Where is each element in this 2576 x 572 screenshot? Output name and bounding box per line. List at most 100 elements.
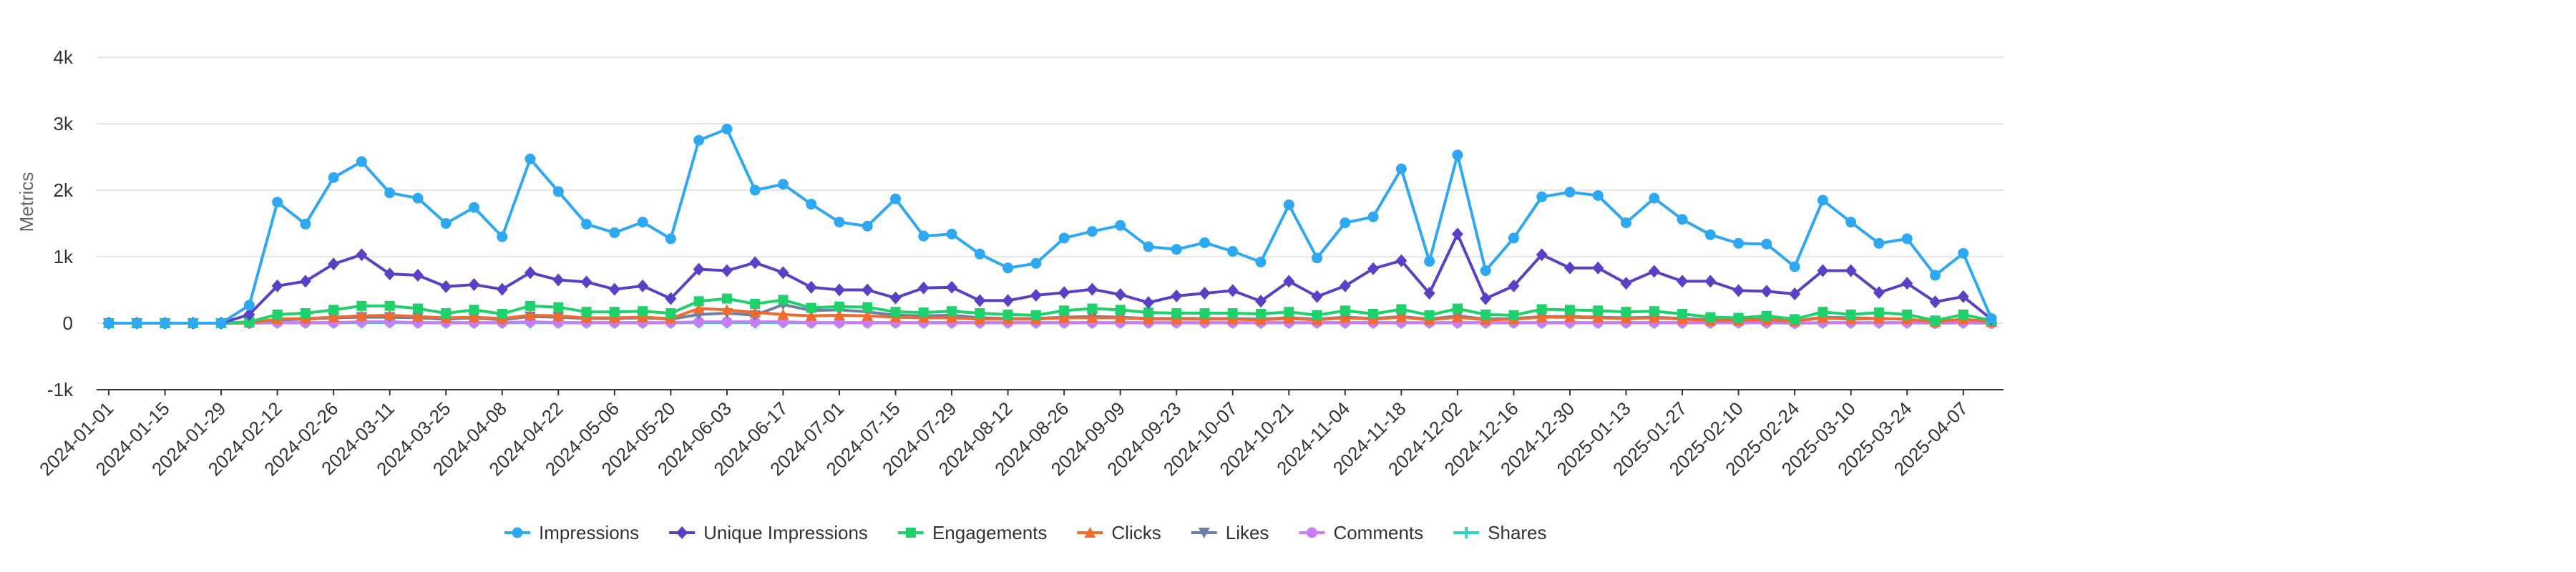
data-point-unique-impressions [328, 257, 340, 271]
legend-marker [1306, 527, 1317, 538]
data-point-engagements [638, 306, 648, 317]
legend-marker [512, 527, 523, 538]
data-point-engagements [553, 302, 564, 312]
data-point-clicks [1199, 313, 1211, 325]
data-point-impressions [1283, 199, 1294, 210]
data-point-engagements [1818, 307, 1828, 317]
data-point-impressions [328, 172, 339, 183]
data-point-engagements [1593, 305, 1604, 316]
data-point-impressions [1312, 252, 1323, 264]
data-point-clicks [1620, 312, 1632, 324]
legend-item-clicks[interactable]: Clicks [1077, 522, 1161, 543]
data-point-unique-impressions [721, 264, 733, 277]
data-point-unique-impressions [440, 280, 452, 293]
legend-item-unique-impressions[interactable]: Unique Impressions [669, 522, 868, 543]
data-point-engagements [1312, 310, 1322, 320]
data-point-clicks [1395, 311, 1407, 322]
data-point-impressions [1958, 247, 1969, 259]
data-point-impressions [1592, 189, 1604, 201]
data-point-engagements [1256, 308, 1267, 319]
data-point-comments [749, 316, 761, 327]
data-point-impressions [1789, 261, 1800, 272]
data-point-unique-impressions [777, 266, 789, 280]
data-point-engagements [1368, 308, 1379, 319]
data-point-engagements [750, 299, 761, 310]
data-point-impressions [890, 193, 902, 204]
data-point-engagements [1621, 307, 1631, 317]
data-point-engagements [272, 309, 283, 320]
data-point-impressions [1845, 217, 1857, 228]
data-point-engagements [1030, 310, 1041, 320]
data-point-clicks [1255, 314, 1267, 325]
data-point-clicks [1648, 312, 1660, 323]
data-point-unique-impressions [1086, 282, 1098, 296]
legend-item-likes[interactable]: Likes [1191, 522, 1269, 543]
data-point-unique-impressions [1677, 275, 1689, 288]
legend-label: Shares [1488, 522, 1546, 543]
data-point-unique-impressions [833, 283, 845, 297]
data-point-unique-impressions [525, 266, 537, 280]
data-point-unique-impressions [1508, 279, 1520, 292]
data-point-clicks [328, 311, 340, 322]
series-impressions [103, 123, 1997, 329]
legend-item-impressions[interactable]: Impressions [504, 522, 639, 543]
data-point-engagements [1705, 312, 1716, 322]
data-point-impressions [1086, 226, 1098, 237]
data-point-engagements [1902, 309, 1913, 320]
data-point-unique-impressions [1536, 248, 1548, 262]
legend-item-engagements[interactable]: Engagements [897, 522, 1047, 543]
data-point-engagements [1733, 312, 1744, 323]
data-point-clicks [1873, 312, 1885, 324]
data-point-clicks [1339, 312, 1351, 323]
data-point-impressions [1649, 192, 1660, 204]
data-point-unique-impressions [468, 278, 480, 292]
data-point-unique-impressions [1789, 287, 1801, 301]
data-point-engagements [469, 305, 479, 315]
data-point-unique-impressions [243, 307, 255, 321]
data-point-unique-impressions [1283, 275, 1295, 288]
data-point-unique-impressions [1002, 294, 1014, 307]
data-point-engagements [1143, 307, 1153, 318]
legend-item-shares[interactable]: Shares [1453, 522, 1547, 543]
data-point-clicks [1114, 312, 1126, 323]
y-tick-label: 1k [54, 246, 74, 267]
data-point-impressions [1171, 244, 1182, 255]
data-point-impressions [160, 317, 171, 329]
data-point-engagements [497, 308, 507, 319]
y-tick-label: 3k [54, 113, 74, 134]
data-point-engagements [356, 300, 367, 311]
data-point-engagements [1396, 304, 1407, 315]
data-point-engagements [1873, 307, 1884, 318]
data-point-unique-impressions [552, 273, 565, 287]
legend-label: Likes [1226, 522, 1269, 543]
data-point-impressions [525, 153, 536, 164]
data-point-impressions [131, 317, 142, 329]
legend-item-comments[interactable]: Comments [1299, 522, 1423, 543]
legend-label: Clicks [1111, 522, 1161, 543]
data-point-clicks [580, 312, 592, 323]
data-point-clicks [552, 310, 565, 321]
data-point-engagements [1424, 310, 1435, 320]
data-point-clicks [1563, 311, 1576, 322]
data-point-unique-impressions [1142, 296, 1154, 310]
data-point-engagements [1227, 308, 1238, 319]
data-point-engagements [1059, 305, 1070, 316]
data-point-clicks [693, 302, 705, 314]
data-point-impressions [1817, 194, 1828, 206]
data-point-engagements [778, 295, 789, 305]
data-point-unique-impressions [693, 262, 705, 276]
data-point-unique-impressions [608, 282, 620, 296]
data-point-engagements [918, 307, 929, 318]
data-point-clicks [805, 310, 817, 321]
data-point-engagements [1340, 305, 1350, 316]
data-point-impressions [1424, 256, 1435, 267]
legend-marker [1198, 528, 1210, 538]
data-point-engagements [1452, 303, 1463, 314]
data-point-unique-impressions [749, 256, 761, 270]
data-point-unique-impressions [580, 275, 592, 289]
data-point-engagements [1536, 304, 1547, 315]
data-point-engagements [609, 307, 620, 317]
data-point-engagements [1087, 303, 1098, 314]
data-point-unique-impressions [1760, 285, 1772, 298]
